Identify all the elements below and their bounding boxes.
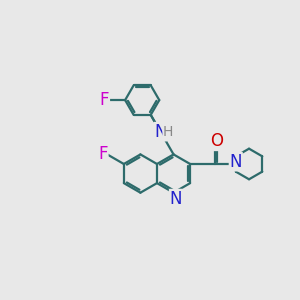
Text: N: N <box>230 153 242 171</box>
Text: H: H <box>163 125 173 139</box>
Text: N: N <box>154 123 167 141</box>
Text: O: O <box>210 132 223 150</box>
Text: F: F <box>100 91 109 109</box>
Text: N: N <box>170 190 182 208</box>
Text: F: F <box>98 145 108 163</box>
